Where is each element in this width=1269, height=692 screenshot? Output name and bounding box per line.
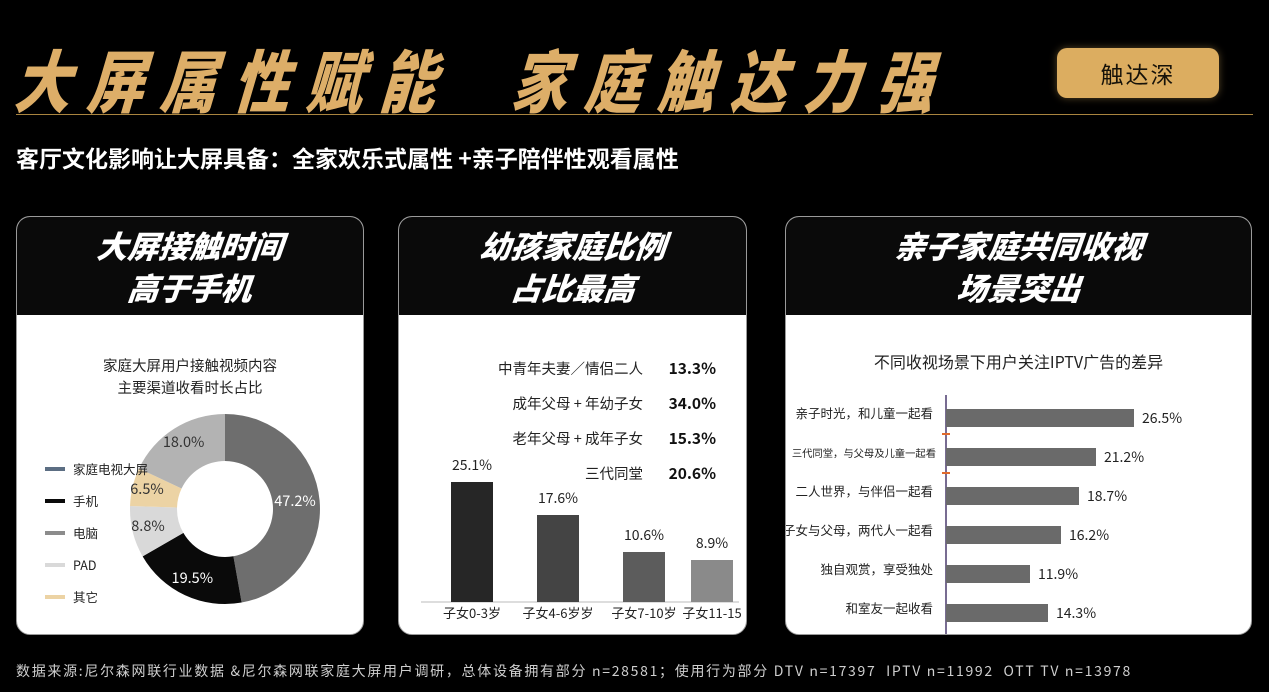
svg-text:子女与父母，两代人一起看: 子女与父母，两代人一起看	[786, 520, 933, 539]
svg-text:二人世界，与伴侣一起看: 二人世界，与伴侣一起看	[795, 481, 933, 500]
svg-text:子女7-10岁: 子女7-10岁	[611, 603, 676, 620]
svg-text:8.9%: 8.9%	[696, 533, 728, 553]
svg-text:16.2%: 16.2%	[1069, 525, 1109, 545]
svg-text:独自观赏，享受独处: 独自观赏，享受独处	[820, 559, 933, 578]
svg-text:子女4-6岁岁: 子女4-6岁岁	[523, 603, 594, 620]
svg-text:子女11-15: 子女11-15	[682, 603, 741, 620]
svg-text:25.1%: 25.1%	[452, 455, 492, 475]
svg-text:18.7%: 18.7%	[1087, 486, 1127, 506]
svg-text:和室友一起收看: 和室友一起收看	[845, 598, 933, 617]
svg-text:亲子时光，和儿童一起看: 亲子时光，和儿童一起看	[795, 403, 933, 422]
svg-text:17.6%: 17.6%	[538, 488, 578, 508]
svg-text:26.5%: 26.5%	[1142, 408, 1182, 428]
svg-text:14.3%: 14.3%	[1056, 603, 1096, 623]
svg-text:47.2%: 47.2%	[274, 490, 316, 511]
svg-text:11.9%: 11.9%	[1038, 564, 1078, 584]
svg-text:10.6%: 10.6%	[624, 525, 664, 545]
svg-text:子女0-3岁: 子女0-3岁	[443, 603, 501, 620]
svg-text:21.2%: 21.2%	[1104, 447, 1144, 467]
svg-text:三代同堂，与父母及儿童一起看: 三代同堂，与父母及儿童一起看	[792, 445, 936, 460]
svg-text:18.0%: 18.0%	[163, 431, 205, 452]
